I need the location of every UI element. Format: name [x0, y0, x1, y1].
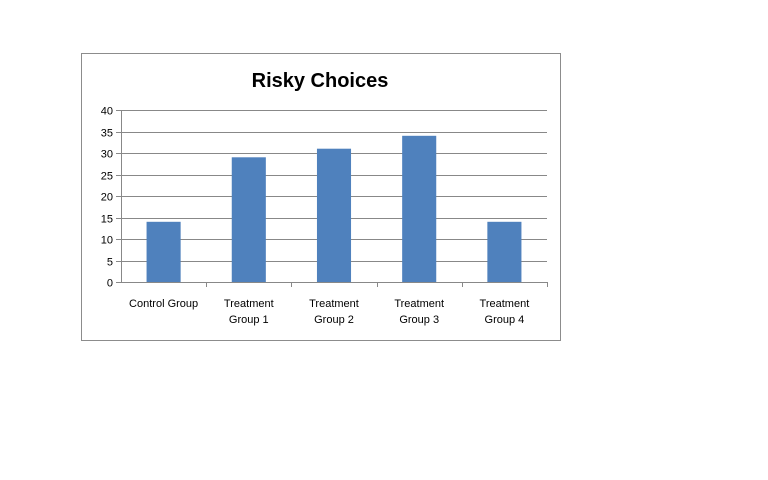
- x-axis-categories: Control Group Treatment Group 1 Treatment Gr…: [129, 298, 529, 326]
- bars: [146, 135, 522, 282]
- x-category-label: Control Group: [129, 298, 198, 310]
- x-category-label: Treatment Group 2: [309, 298, 359, 326]
- y-tick-label: 15: [101, 214, 113, 226]
- chart-title: Risky Choices: [252, 70, 389, 92]
- y-tick-label: 10: [101, 235, 113, 247]
- y-tick-label: 40: [101, 106, 113, 118]
- bar-chart: Risky Choices 0 5 10 15 20 25 30 35 40 Control G…: [101, 70, 548, 326]
- y-tick-label: 5: [107, 257, 113, 269]
- x-category-label: Treatment Group 3: [394, 298, 444, 326]
- bar-2: [316, 148, 352, 282]
- y-tick-label: 30: [101, 149, 113, 161]
- chart-frame: Risky Choices 0 5 10 15 20 25 30 35 40 Control G…: [81, 53, 561, 341]
- y-tick-label: 0: [107, 278, 113, 290]
- x-category-label: Treatment Group 4: [480, 298, 530, 326]
- bar-4: [487, 221, 522, 282]
- bar-0: [146, 221, 181, 282]
- axes: [121, 110, 548, 287]
- y-axis-ticks: 0 5 10 15 20 25 30 35 40: [101, 106, 121, 290]
- y-tick-label: 20: [101, 192, 113, 204]
- bar-3: [402, 135, 437, 282]
- bar-1: [231, 157, 266, 282]
- y-tick-label: 35: [101, 128, 113, 140]
- x-category-label: Treatment Group 1: [224, 298, 274, 326]
- y-tick-label: 25: [101, 171, 113, 183]
